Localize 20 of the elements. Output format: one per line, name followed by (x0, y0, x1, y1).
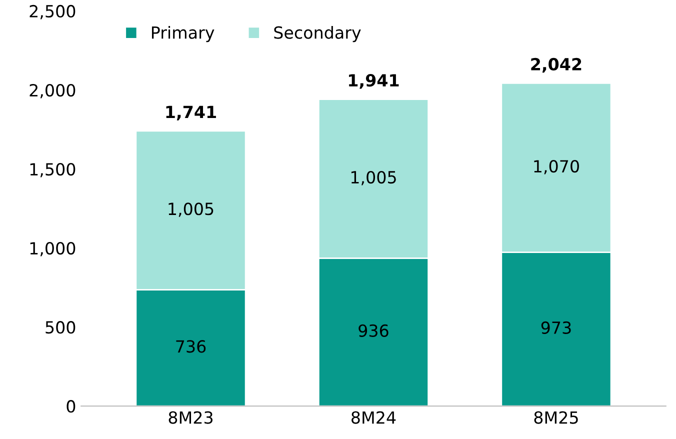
legend-label: Secondary (274, 26, 361, 42)
total-label: 2,042 (531, 58, 582, 73)
y-tick-label: 2,000 (30, 84, 76, 98)
x-tick-label: 8M25 (534, 411, 578, 424)
data-label: 1,070 (534, 160, 579, 174)
y-tick-label: 1,000 (30, 242, 76, 256)
data-label: 936 (358, 324, 388, 337)
data-label: 736 (176, 340, 206, 353)
x-tick-label: 8M23 (168, 411, 213, 424)
data-label: 1,005 (168, 202, 214, 217)
data-label: 973 (541, 321, 571, 334)
y-tick-label: 2,500 (30, 4, 76, 20)
total-label: 1,741 (166, 106, 216, 120)
x-tick-label: 8M24 (352, 411, 396, 424)
total-label: 1,941 (349, 74, 399, 89)
y-tick-label: 0 (66, 400, 76, 413)
legend-label: Primary (152, 26, 214, 42)
y-tick-label: 500 (46, 321, 76, 334)
y-tick-label: 1,500 (30, 162, 76, 178)
data-label: 1,005 (351, 170, 396, 186)
